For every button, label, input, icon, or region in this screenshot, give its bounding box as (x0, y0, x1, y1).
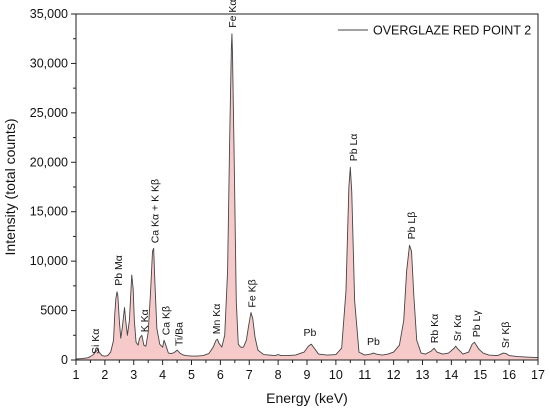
x-tick-label: 16 (502, 368, 516, 382)
legend-label: OVERGLAZE RED POINT 2 (373, 24, 531, 38)
peak-label: Rb Kα (429, 314, 441, 343)
peak-label: Sr Kα (452, 315, 464, 342)
peak-label: Pb Lβ (406, 212, 418, 240)
peak-label: Pb (367, 336, 380, 348)
plot-frame (75, 13, 539, 361)
peak-label: Fe Kα (227, 0, 239, 28)
peak-label: Pb Lγ (471, 310, 483, 338)
x-tick-label: 13 (416, 368, 430, 382)
peak-label: K Kα (139, 309, 151, 332)
peak-label: Si Kα (90, 329, 102, 354)
peak-label: Mn Kα (211, 304, 223, 335)
peak-label: Fe Kβ (247, 279, 259, 307)
x-tick-label: 4 (159, 368, 166, 382)
x-tick-label: 17 (531, 368, 545, 382)
y-tick-label: 5000 (40, 304, 68, 318)
y-axis: 0 5000 10,000 15,000 20,000 25,000 30,000 35,00… (30, 7, 76, 367)
x-tick-label: 3 (130, 368, 137, 382)
peak-label: Pb Mα (113, 255, 125, 286)
x-tick-label: 1 (73, 368, 80, 382)
y-axis-title: Intensity (total counts) (2, 119, 18, 256)
x-tick-label: 15 (473, 368, 487, 382)
peak-label: Sr Kβ (500, 322, 512, 348)
x-axis: 1 2 3 4 5 6 7 8 9 10 11 12 13 14 15 16 17 (73, 360, 545, 382)
peak-label: Ca Kα + K Kβ (150, 179, 162, 243)
x-tick-label: 12 (387, 368, 401, 382)
peak-label: Pb (303, 327, 316, 339)
x-tick-label: 5 (188, 368, 195, 382)
y-tick-label: 25,000 (30, 106, 68, 120)
peak-labels: Si Kα Pb Mα K Kα Ca Kα + K Kβ Ca Kβ Ti/Ba Mn K… (90, 0, 512, 354)
y-tick-label: 20,000 (30, 155, 68, 169)
x-tick-label: 10 (329, 368, 343, 382)
peak-label: Ca Kβ (161, 306, 173, 335)
y-tick-label: 10,000 (30, 254, 68, 268)
x-tick-label: 14 (444, 368, 458, 382)
y-tick-label: 0 (61, 353, 68, 367)
x-tick-label: 8 (275, 368, 282, 382)
x-tick-label: 7 (246, 368, 253, 382)
x-tick-label: 9 (304, 368, 311, 382)
peak-label: Pb Lα (348, 134, 360, 162)
x-axis-title: Energy (keV) (266, 390, 348, 406)
peak-label: Ti/Ba (174, 322, 186, 346)
x-tick-label: 2 (101, 368, 108, 382)
x-tick-label: 11 (358, 368, 371, 382)
y-tick-label: 35,000 (30, 7, 68, 21)
x-tick-label: 6 (217, 368, 224, 382)
legend: OVERGLAZE RED POINT 2 (338, 24, 531, 38)
spectrum-series-line (75, 33, 539, 360)
y-tick-label: 30,000 (30, 56, 68, 70)
y-tick-label: 15,000 (30, 205, 68, 219)
plot-area (75, 33, 539, 361)
